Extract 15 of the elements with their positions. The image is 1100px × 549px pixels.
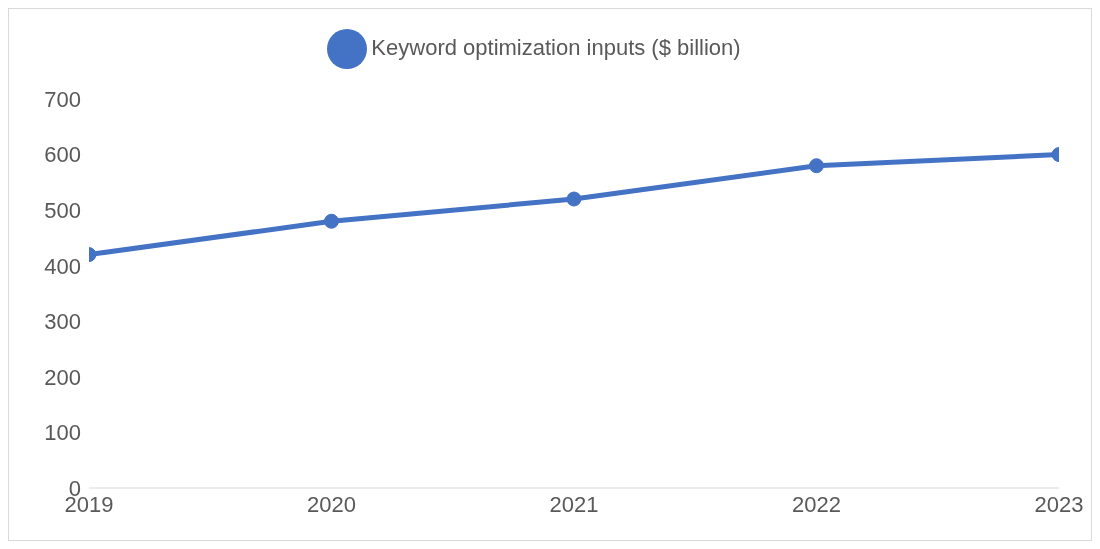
y-tick-label: 700 [44,86,81,112]
y-tick-label: 100 [44,420,81,446]
point [566,191,582,207]
y-tick-label: 300 [44,309,81,335]
point [324,213,339,229]
y-tick-label: 600 [44,142,81,168]
x-tick-label: 2022 [792,491,841,517]
y-tick-label: 400 [44,253,81,279]
x-tick-label: 2023 [1034,491,1084,517]
y-tick-label: 500 [44,197,81,223]
x-tick-label: 2020 [307,491,356,517]
y-tick-label: 200 [44,364,81,390]
point [809,158,824,174]
x-tick-label: 2021 [549,491,599,517]
legend-label: Keyword optimization inputs ($ billion) [371,34,741,60]
